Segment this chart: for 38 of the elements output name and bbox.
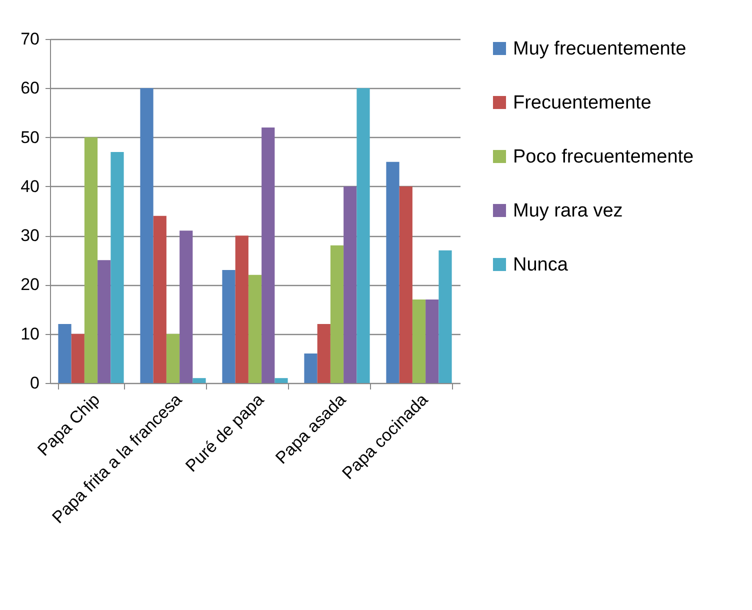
bar (235, 236, 248, 383)
y-tick-label: 50 (20, 128, 40, 147)
bar (262, 127, 275, 383)
legend-label: Frecuentemente (513, 92, 652, 114)
y-tick-label: 30 (20, 226, 40, 246)
legend-label: Nunca (513, 254, 568, 276)
bar (386, 162, 400, 383)
bar (84, 137, 98, 383)
y-tick-label: 20 (20, 275, 40, 294)
bar (98, 260, 111, 383)
bar (330, 245, 344, 383)
bar (426, 299, 439, 383)
bar (180, 230, 193, 383)
bar (140, 88, 154, 383)
bar (166, 334, 180, 383)
bar (110, 152, 124, 383)
bar (58, 324, 72, 383)
bar (438, 250, 452, 383)
bar (304, 354, 318, 383)
bar (274, 378, 288, 383)
bar (317, 324, 330, 383)
bar (412, 299, 426, 383)
bar (399, 186, 412, 383)
bar (153, 216, 166, 383)
y-tick-label: 40 (20, 176, 40, 196)
legend-label: Poco frecuentemente (513, 146, 694, 168)
bar (248, 274, 262, 383)
bar (222, 270, 236, 383)
bar (192, 378, 206, 383)
legend-label: Muy rara vez (513, 200, 623, 222)
legend-label: Muy frecuentemente (513, 38, 686, 60)
y-tick-label: 70 (20, 30, 40, 48)
bar (344, 186, 357, 383)
y-tick-label: 60 (20, 78, 40, 98)
y-tick-label: 10 (20, 324, 40, 344)
y-tick-label: 0 (30, 374, 40, 392)
bar (71, 334, 84, 383)
bar (356, 88, 370, 383)
